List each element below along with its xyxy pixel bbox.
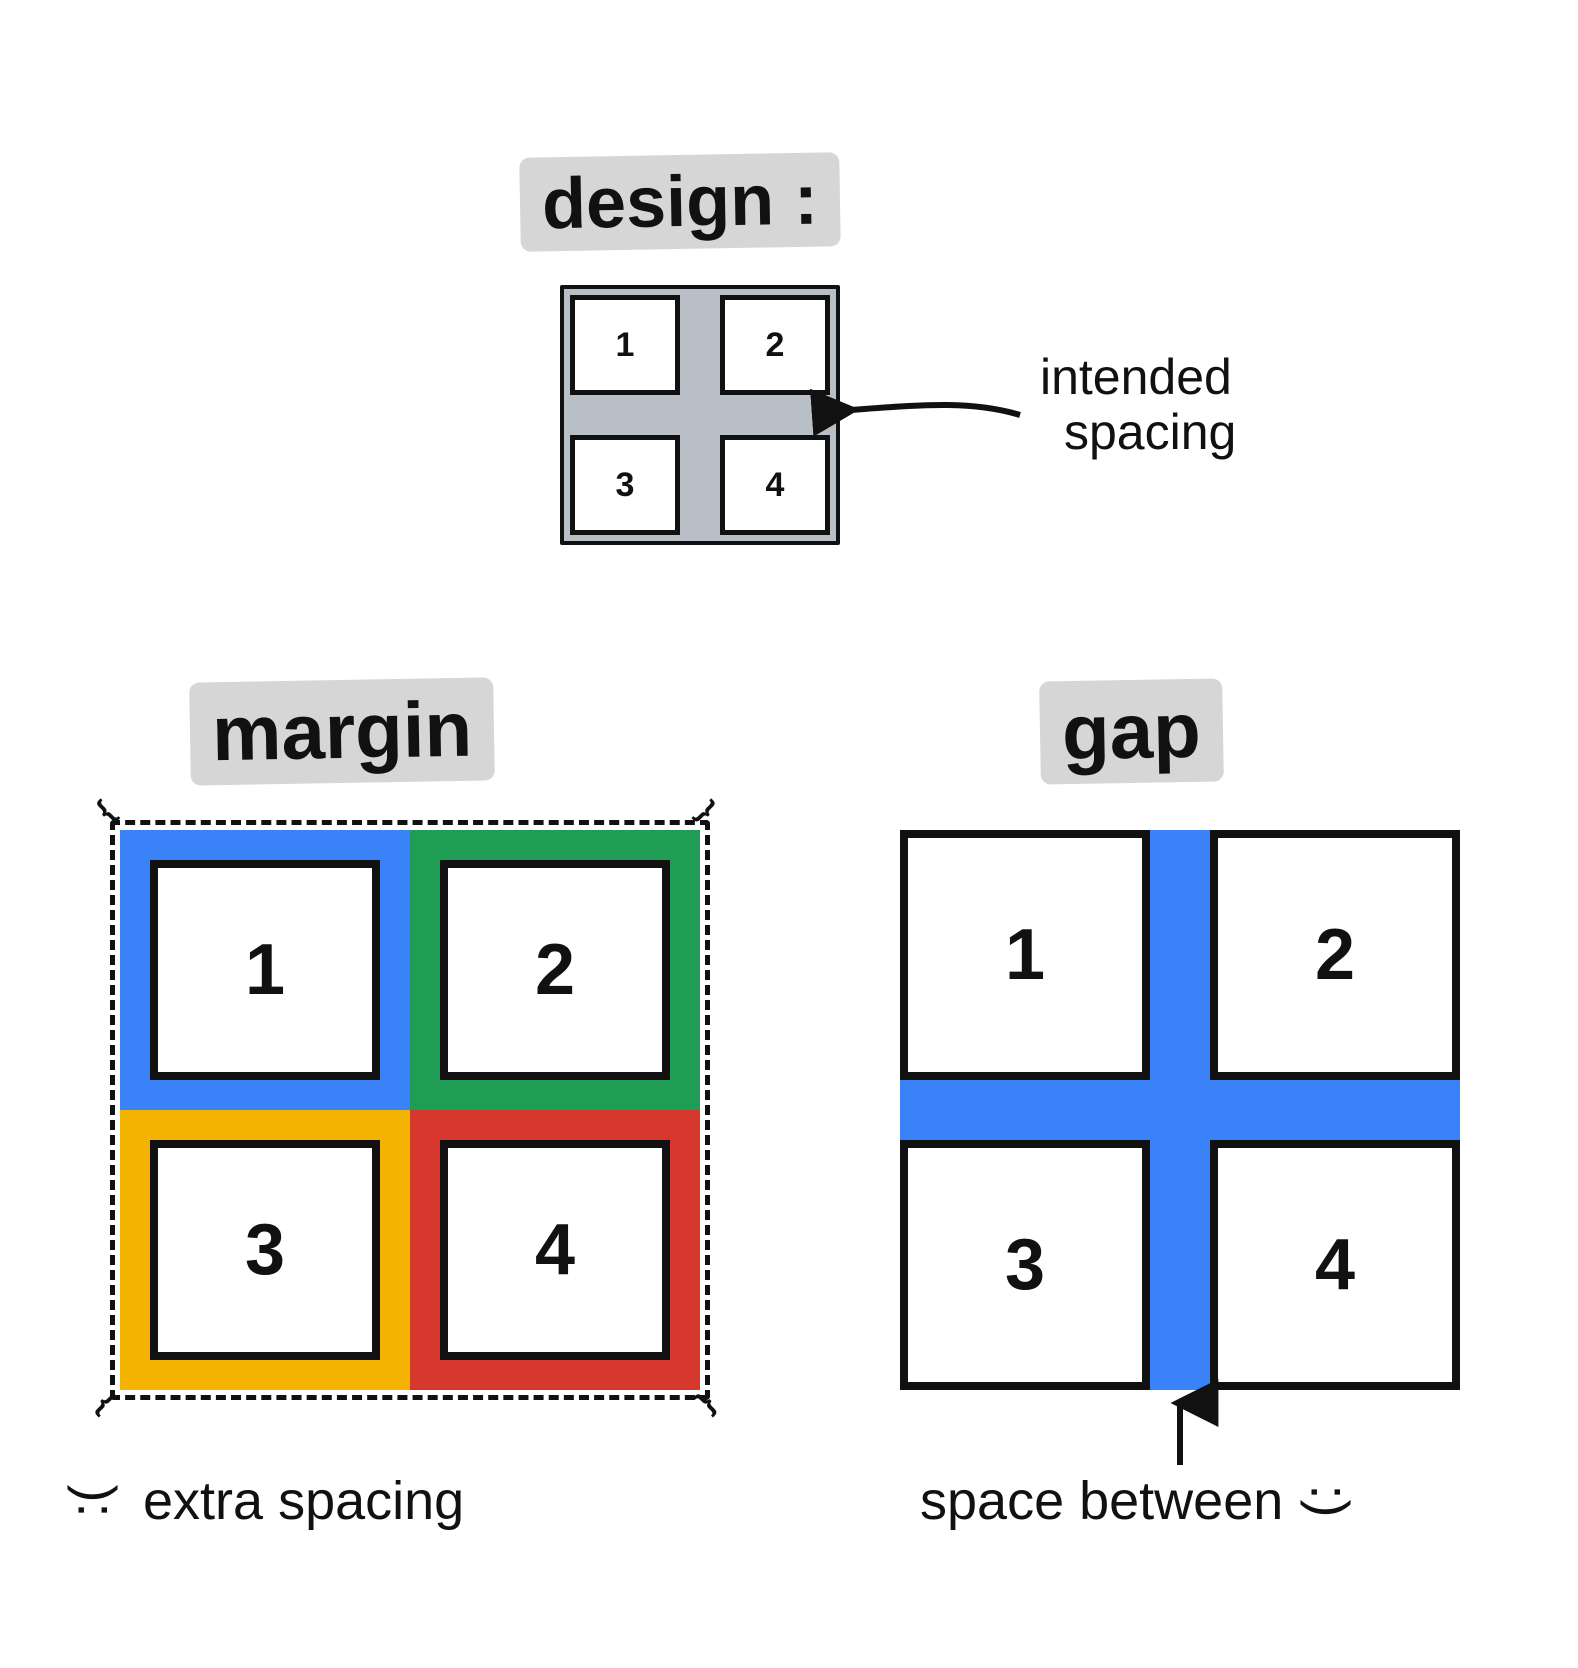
- gap-cell-4: 4: [1210, 1140, 1460, 1390]
- margin-cell-4: 4: [440, 1140, 670, 1360]
- gap-cell-3-num: 3: [1005, 1224, 1045, 1306]
- margin-title-text: margin: [189, 677, 495, 785]
- margin-cell-2-num: 2: [535, 929, 575, 1011]
- design-cell-1: 1: [570, 295, 680, 395]
- gap-title: gap: [1040, 680, 1223, 783]
- design-title-text: design :: [519, 152, 841, 252]
- design-cell-3: 3: [570, 435, 680, 535]
- gap-cell-1-num: 1: [1005, 914, 1045, 996]
- design-cell-4: 4: [720, 435, 830, 535]
- design-cell-2-num: 2: [766, 326, 785, 365]
- gap-cell-2: 2: [1210, 830, 1460, 1080]
- design-cell-4-num: 4: [766, 466, 785, 505]
- design-cell-1-num: 1: [616, 326, 635, 365]
- gap-caption-arrow: [1160, 1395, 1200, 1475]
- sad-face-icon: ):: [66, 1485, 128, 1518]
- gap-title-text: gap: [1039, 678, 1223, 784]
- smiley-face-icon: :): [1299, 1485, 1361, 1518]
- gap-cross-v: [1150, 830, 1210, 1390]
- intended-arrow: [840, 380, 1040, 460]
- intended-line1: intended: [1040, 350, 1236, 405]
- curly-tl: {: [91, 796, 120, 825]
- gap-cell-4-num: 4: [1315, 1224, 1355, 1306]
- gap-caption: space between :): [920, 1470, 1346, 1532]
- gap-cell-1: 1: [900, 830, 1150, 1080]
- design-cell-2: 2: [720, 295, 830, 395]
- margin-cell-1: 1: [150, 860, 380, 1080]
- margin-caption: ): extra spacing: [80, 1470, 464, 1532]
- margin-cell-3: 3: [150, 1140, 380, 1360]
- gap-cell-3: 3: [900, 1140, 1150, 1390]
- margin-cell-2: 2: [440, 860, 670, 1080]
- design-cell-3-num: 3: [616, 466, 635, 505]
- intended-annotation: intended spacing: [1040, 350, 1236, 460]
- intended-line2: spacing: [1040, 405, 1236, 460]
- margin-cell-3-num: 3: [245, 1209, 285, 1291]
- margin-caption-text: extra spacing: [143, 1471, 464, 1531]
- gap-caption-text: space between: [920, 1471, 1283, 1531]
- margin-title: margin: [190, 680, 494, 783]
- margin-cell-4-num: 4: [535, 1209, 575, 1291]
- gap-cell-2-num: 2: [1315, 914, 1355, 996]
- curly-bl: {: [91, 1388, 120, 1417]
- diagram-canvas: design : 1 2 3 4 intended spacing margin…: [0, 0, 1578, 1668]
- margin-cell-1-num: 1: [245, 929, 285, 1011]
- design-title: design :: [520, 155, 840, 249]
